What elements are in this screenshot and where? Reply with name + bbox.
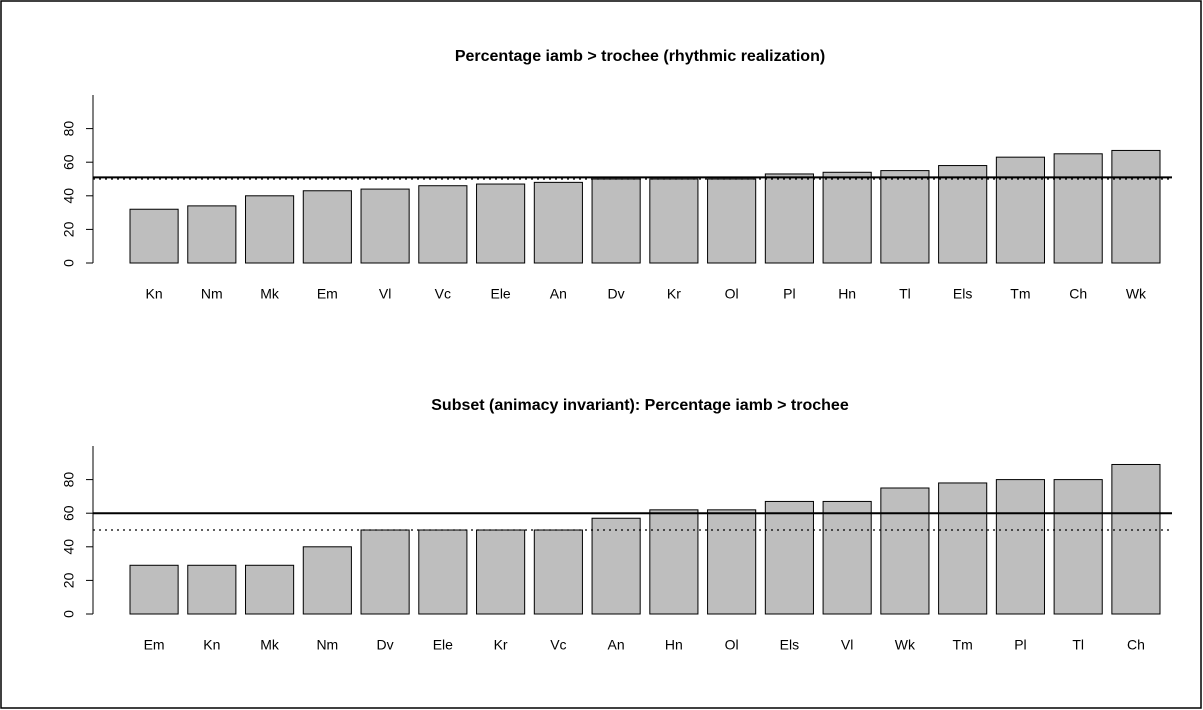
x-tick-label: Vc: [550, 637, 566, 653]
x-tick-label: Tl: [1072, 637, 1084, 653]
x-tick-label: Ele: [490, 286, 510, 302]
bar: [591, 178, 641, 264]
bar: [995, 479, 1045, 615]
x-tick-label: Kr: [667, 286, 681, 302]
x-tick-label: Els: [780, 637, 799, 653]
bar: [938, 482, 988, 615]
x-tick-label: Mk: [260, 637, 280, 653]
bar: [880, 170, 930, 264]
x-tick-label: Ele: [433, 637, 453, 653]
x-tick-label: Dv: [377, 637, 394, 653]
bar: [302, 190, 352, 264]
bar: [822, 500, 872, 615]
x-tick-label: Ch: [1069, 286, 1087, 302]
x-tick-label: Mk: [260, 286, 280, 302]
bar: [533, 529, 583, 615]
x-tick-label: Wk: [895, 637, 916, 653]
bar: [245, 564, 295, 615]
y-tick-label: 20: [61, 221, 77, 237]
x-tick-label: Tm: [1010, 286, 1030, 302]
x-tick-label: Wk: [1126, 286, 1147, 302]
y-tick-label: 80: [61, 121, 77, 137]
x-tick-label: Dv: [608, 286, 625, 302]
bar: [1111, 463, 1161, 615]
bar: [764, 173, 814, 264]
bar: [360, 188, 410, 264]
bar: [245, 195, 295, 264]
bar: [302, 546, 352, 615]
x-tick-label: Vl: [379, 286, 391, 302]
bar: [822, 171, 872, 264]
x-tick-label: Kn: [203, 637, 220, 653]
x-tick-label: Nm: [316, 637, 338, 653]
bar: [476, 183, 526, 264]
x-tick-label: Tl: [899, 286, 911, 302]
bar: [995, 156, 1045, 264]
bar: [129, 564, 179, 615]
x-tick-label: Els: [953, 286, 972, 302]
bar: [360, 529, 410, 615]
x-tick-label: An: [608, 637, 625, 653]
bar: [649, 509, 699, 615]
x-tick-label: Tm: [953, 637, 973, 653]
x-tick-label: Hn: [665, 637, 683, 653]
bar: [418, 529, 468, 615]
bar: [1111, 149, 1161, 264]
x-tick-label: Kn: [146, 286, 163, 302]
x-tick-label: Em: [144, 637, 165, 653]
x-tick-label: Hn: [838, 286, 856, 302]
bar: [938, 165, 988, 264]
bar: [1053, 479, 1103, 615]
y-tick-label: 60: [61, 505, 77, 521]
y-tick-label: 80: [61, 472, 77, 488]
bar: [533, 181, 583, 264]
x-tick-label: Vc: [435, 286, 451, 302]
x-tick-label: Ol: [725, 286, 739, 302]
chart-title: Subset (animacy invariant): Percentage i…: [431, 397, 849, 414]
x-tick-label: An: [550, 286, 567, 302]
chart-title: Percentage iamb > trochee (rhythmic real…: [455, 48, 825, 65]
bar: [187, 564, 237, 615]
bar: [418, 185, 468, 264]
bar: [880, 487, 930, 615]
bar: [591, 517, 641, 615]
y-tick-label: 60: [61, 154, 77, 170]
x-tick-label: Pl: [783, 286, 795, 302]
bar: [764, 500, 814, 615]
x-tick-label: Pl: [1014, 637, 1026, 653]
x-tick-label: Ol: [725, 637, 739, 653]
x-tick-label: Em: [317, 286, 338, 302]
bar: [187, 205, 237, 264]
bar: [1053, 153, 1103, 264]
bar: [649, 178, 699, 264]
bar: [707, 178, 757, 264]
y-tick-label: 40: [61, 188, 77, 204]
x-tick-label: Nm: [201, 286, 223, 302]
x-tick-label: Kr: [494, 637, 508, 653]
x-tick-label: Vl: [841, 637, 853, 653]
bar: [476, 529, 526, 615]
bar: [129, 208, 179, 264]
x-tick-label: Ch: [1127, 637, 1145, 653]
y-tick-label: 0: [61, 610, 77, 618]
bar: [707, 509, 757, 615]
y-tick-label: 40: [61, 539, 77, 555]
y-tick-label: 0: [61, 259, 77, 267]
y-tick-label: 20: [61, 572, 77, 588]
